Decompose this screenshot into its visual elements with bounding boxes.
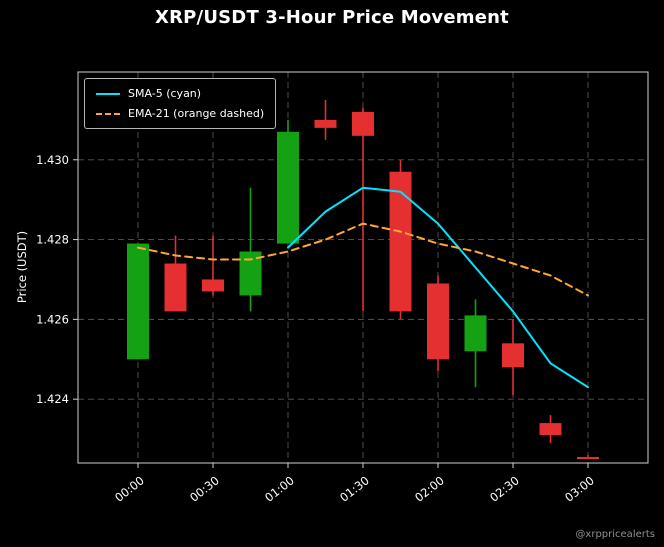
svg-text:02:00: 02:00: [412, 473, 447, 504]
candle-body: [464, 315, 487, 352]
candle-body: [277, 131, 299, 244]
candle-body: [539, 423, 562, 436]
sma-line: [287, 186, 589, 389]
candle-body: [502, 343, 524, 368]
svg-text:00:30: 00:30: [187, 473, 222, 504]
svg-text:1.426: 1.426: [36, 312, 69, 326]
legend: SMA-5 (cyan) EMA-21 (orange dashed): [84, 78, 277, 129]
svg-text:00:00: 00:00: [112, 473, 147, 504]
x-tick-labels: 00:00 00:30 01:00 01:30 02:00 02:30 03:00: [112, 473, 597, 504]
candle-body: [164, 263, 187, 312]
candle-body: [389, 171, 412, 312]
svg-text:02:30: 02:30: [487, 473, 522, 504]
svg-text:01:00: 01:00: [262, 473, 297, 504]
candle-body: [239, 251, 262, 296]
candle-body: [314, 119, 337, 128]
legend-ema-label: EMA-21 (orange dashed): [128, 107, 265, 120]
ema-line-sample-icon: [96, 112, 120, 115]
chart-title: XRP/USDT 3-Hour Price Movement: [155, 7, 509, 28]
svg-text:1.424: 1.424: [36, 392, 69, 406]
svg-text:01:30: 01:30: [337, 473, 372, 504]
candle-body: [127, 243, 149, 360]
candle-body: [202, 279, 224, 292]
candles: [127, 99, 599, 460]
candle-body: [427, 283, 449, 360]
y-tick-labels: 1.424 1.426 1.428 1.430: [36, 153, 69, 406]
svg-text:1.428: 1.428: [36, 233, 69, 247]
watermark: @xrppricealerts: [575, 529, 655, 540]
legend-sma-label: SMA-5 (cyan): [128, 87, 202, 100]
sma-line-sample-icon: [96, 92, 120, 95]
ema-line: [137, 222, 589, 297]
candle-body: [352, 111, 374, 136]
svg-text:1.430: 1.430: [36, 153, 69, 167]
tick-marks: [73, 159, 589, 468]
legend-item-sma: SMA-5 (cyan): [96, 87, 264, 100]
candle-body: [577, 457, 599, 460]
svg-text:03:00: 03:00: [562, 473, 597, 504]
legend-item-ema: EMA-21 (orange dashed): [96, 107, 264, 120]
